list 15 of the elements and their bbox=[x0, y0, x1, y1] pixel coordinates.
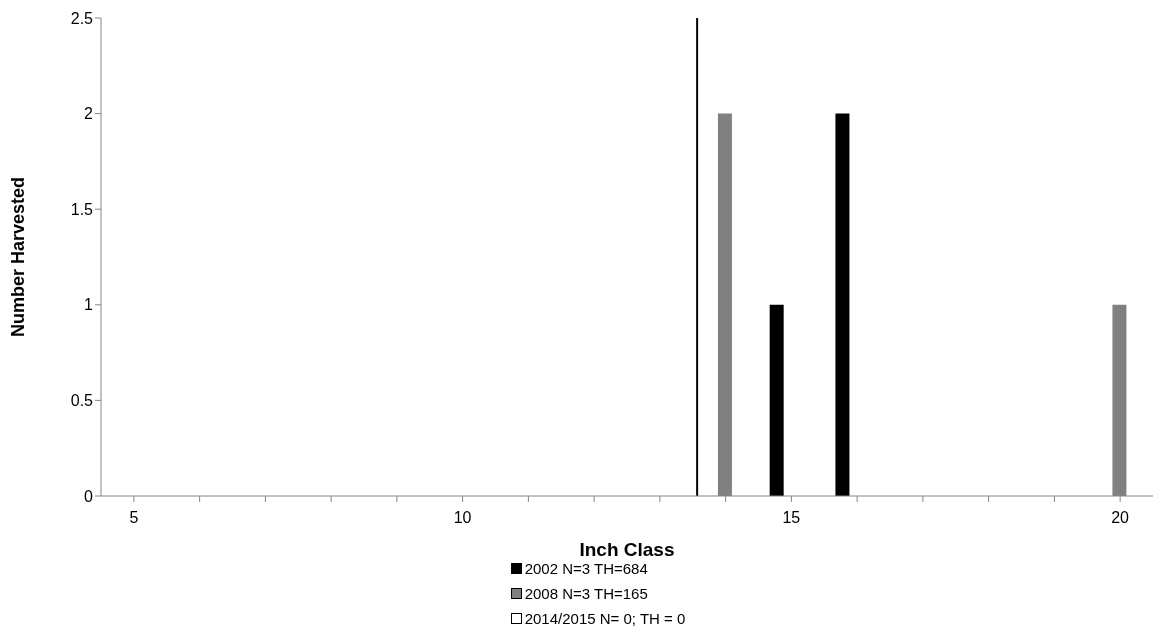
y-tick-label: 2.5 bbox=[70, 9, 94, 27]
y-tick-label: 1 bbox=[84, 296, 94, 314]
x-tick-label: 20 bbox=[1111, 509, 1130, 527]
y-axis-title: Number Harvested bbox=[8, 176, 29, 338]
x-tick-label: 10 bbox=[453, 509, 472, 527]
legend-label: 2008 N=3 TH=165 bbox=[524, 584, 648, 604]
x-tick-label: 5 bbox=[129, 509, 139, 527]
y-tick-label: 0.5 bbox=[70, 392, 94, 410]
y-tick-label: 2 bbox=[84, 105, 94, 123]
x-tick-label: 15 bbox=[782, 509, 801, 527]
legend-label: 2002 N=3 TH=684 bbox=[524, 559, 648, 579]
y-tick-label: 0 bbox=[84, 487, 94, 505]
legend-label: 2014/2015 N= 0; TH = 0 bbox=[524, 609, 686, 629]
y-tick-label: 1.5 bbox=[70, 200, 94, 218]
x-axis-title: Inch Class bbox=[579, 539, 675, 560]
